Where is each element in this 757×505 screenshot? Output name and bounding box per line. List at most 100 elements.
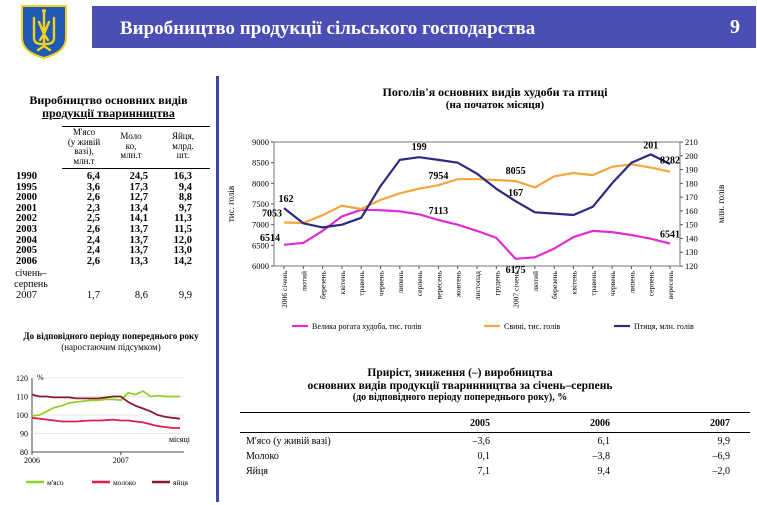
small-y-unit: % [37, 373, 44, 382]
page-number: 9 [730, 16, 740, 38]
x-tick-label: серпень [647, 270, 656, 296]
growth-title-line3: (до відповідного періоду попереднього ро… [352, 392, 568, 403]
legend-label: Птиця, млн. голів [634, 322, 694, 331]
growth-year-header: 2005 [470, 418, 490, 429]
col-header-milk: Моло ко, млн.т [110, 131, 152, 161]
x-tick-label: лютий [299, 271, 308, 292]
legend-label: Свині, тис. голів [504, 322, 560, 331]
small-series-line-1 [31, 416, 180, 429]
table-cell-meat: 2,5 [86, 213, 100, 225]
x-tick-label: 2007 січень [512, 270, 521, 307]
legend-label: Велика рогата худоба, тис. голів [312, 322, 422, 331]
growth-cell: –2,0 [712, 466, 731, 477]
x-tick-label: вересень [666, 270, 675, 299]
period-row-milk: 8,6 [134, 290, 148, 301]
vertical-divider [216, 76, 219, 502]
data-label: 7954 [428, 171, 448, 182]
table-cell-label: 2001 [16, 202, 37, 214]
growth-table-title: Приріст, зниження (–) виробництва основн… [250, 367, 670, 405]
series-line-1 [283, 163, 671, 225]
x-tick-label: серпень [415, 270, 424, 296]
small-series-line-0 [31, 389, 180, 417]
table-cell-eggs: 14,2 [173, 255, 192, 267]
small-tick-label: 90 [20, 430, 28, 439]
table-row: М'ясо (у живій вазі) –3,6 6,1 9,9 [240, 436, 750, 450]
growth-cell: 9,9 [717, 436, 731, 447]
col-header-eggs-l3: шт. [176, 150, 190, 161]
table-row: 1995 3,6 17,3 9,4 [6, 182, 212, 193]
main-chart-title-line1: Поголів'я основних видів худоби та птиці [382, 85, 608, 99]
right-tick-label: 200 [685, 151, 698, 161]
table-cell-label: 2000 [16, 192, 37, 204]
table-cell-milk: 14,1 [129, 213, 148, 225]
table-cell-milk: 24,5 [129, 171, 148, 182]
table-cell-meat: 2,6 [86, 224, 100, 235]
table-cell-milk: 13,7 [129, 224, 148, 235]
x-tick-label: вересень [434, 270, 443, 299]
x-tick-label: березень [319, 270, 328, 299]
growth-cell: 0,1 [477, 451, 491, 462]
table-cell-meat: 2,6 [86, 255, 100, 267]
growth-title-line1: Приріст, зниження (–) виробництва [367, 367, 553, 379]
table-cell-milk: 17,3 [129, 181, 148, 193]
growth-cell: 6,1 [597, 436, 611, 447]
table-rule-top [62, 126, 210, 127]
left-tick-label: 8500 [252, 158, 269, 168]
table-cell-eggs: 13,0 [173, 245, 192, 257]
table-cell-meat: 2,3 [86, 202, 100, 214]
period-row-label: 2007 [16, 290, 37, 301]
growth-cell: 9,4 [597, 466, 611, 477]
small-chart-title-line1: До відповідного періоду попереднього рок… [23, 331, 199, 341]
right-tick-label: 120 [685, 261, 698, 271]
growth-year-header: 2007 [710, 418, 730, 429]
period-label-line2: серпень [14, 278, 48, 290]
growth-rule-top [240, 412, 750, 413]
table-cell-milk: 13,7 [129, 234, 148, 246]
growth-row-label: М'ясо (у живій вазі) [246, 436, 331, 447]
header-bar [92, 6, 756, 48]
table-cell-eggs: 8,8 [178, 192, 192, 204]
period-label: січень– серпень [6, 268, 56, 290]
table-cell-label: 1995 [16, 181, 37, 193]
table-row: 2001 2,3 13,4 9,7 [6, 203, 212, 214]
growth-table-body: М'ясо (у живій вазі) –3,6 6,1 9,9 Молоко 0,1 –… [240, 436, 750, 486]
data-label: 6514 [260, 233, 280, 244]
x-tick-label: березень [550, 270, 559, 299]
left-tick-label: 6000 [252, 261, 269, 271]
table-row: 2004 2,4 13,7 12,0 [6, 235, 212, 246]
table-cell-eggs: 9,7 [178, 202, 192, 214]
x-tick-label: липень [627, 270, 636, 293]
col-header-milk-l3: млн.т [120, 150, 142, 161]
x-tick-label: жовтень [454, 270, 463, 298]
data-label: 199 [412, 142, 427, 153]
growth-table-header: 2005 2006 2007 [240, 418, 750, 430]
table-cell-eggs: 11,3 [174, 213, 192, 225]
table-cell-eggs: 12,0 [173, 234, 192, 246]
coat-of-arms-icon [21, 5, 67, 60]
growth-cell: –3,6 [472, 436, 491, 447]
period-row-meat: 1,7 [86, 290, 100, 301]
production-table-title: Виробництво основних видів продукції тва… [6, 94, 211, 120]
left-tick-label: 9000 [252, 137, 269, 147]
table-cell-eggs: 11,5 [174, 224, 192, 235]
small-x-tick-label: 2006 [24, 456, 40, 465]
small-tick-label: 80 [20, 448, 28, 457]
x-tick-label: лютий [531, 271, 540, 292]
growth-row-label: Молоко [246, 451, 279, 462]
plot-area [273, 141, 681, 267]
table-cell-eggs: 16,3 [173, 171, 192, 182]
small-growth-chart: 80 90 100 110 120 % 2006 2007 місяці м'ясо молоко я… [16, 373, 191, 487]
col-header-eggs-l1: Яйця, [171, 131, 195, 141]
col-header-meat-l2: (у живій [67, 136, 101, 147]
production-table-title-line1: Виробництво основних видів [29, 93, 188, 107]
data-label: 162 [279, 194, 294, 205]
table-row: 1990 6,4 24,5 16,3 [6, 171, 212, 182]
right-tick-label: 160 [685, 206, 698, 216]
right-tick-label: 150 [685, 220, 698, 230]
right-tick-label: 190 [685, 165, 698, 175]
table-cell-label: 2002 [16, 213, 37, 225]
col-header-meat-l1: М'ясо [72, 127, 96, 137]
x-tick-label: червень [377, 270, 386, 296]
right-tick-label: 140 [685, 233, 698, 243]
small-chart-subtitle: (наростаючим підсумком) [61, 342, 161, 352]
